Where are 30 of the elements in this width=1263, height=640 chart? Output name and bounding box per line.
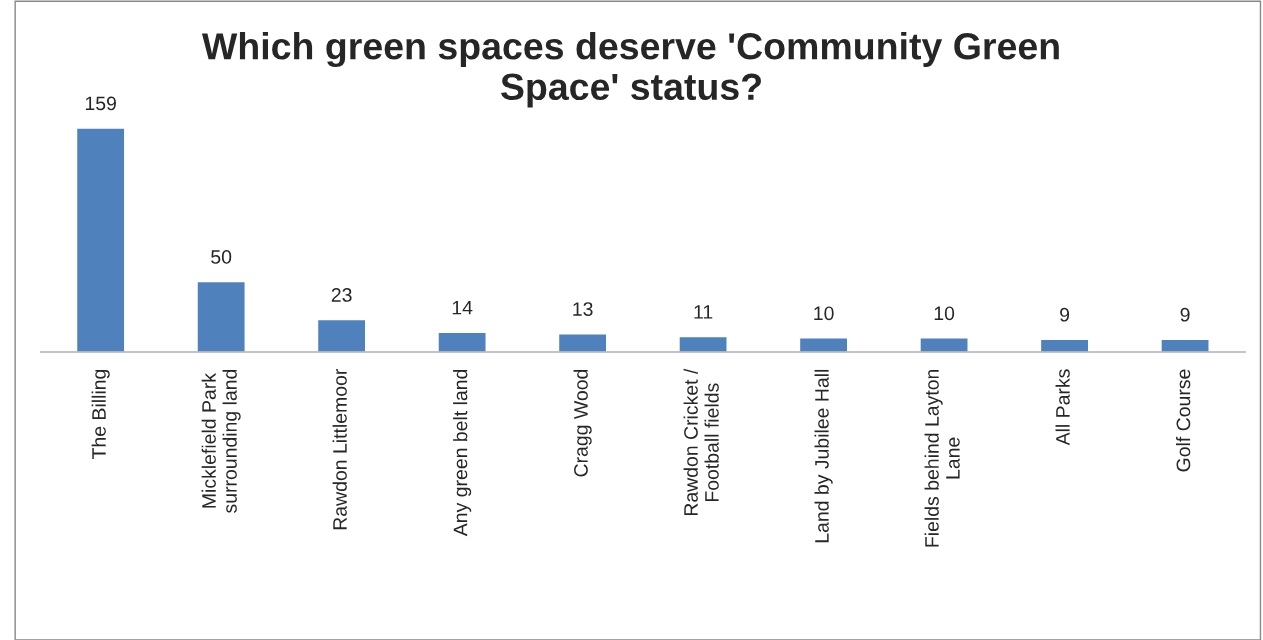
data-label: 10 bbox=[814, 306, 834, 321]
bar bbox=[919, 337, 969, 352]
chart-title: Which green spaces deserve 'Community Green Space' status? bbox=[201, 32, 1059, 108]
data-label: 23 bbox=[331, 288, 352, 302]
data-label: 159 bbox=[85, 96, 116, 111]
bar bbox=[557, 332, 608, 352]
x-tick-label: All Parks bbox=[1055, 369, 1070, 446]
bar bbox=[678, 335, 728, 352]
x-tick-label: Rawdon Littlemoor bbox=[332, 368, 347, 530]
x-tick-label: Fields behind Layton Lane bbox=[924, 369, 960, 547]
data-label: 9 bbox=[1180, 307, 1190, 322]
data-label: 50 bbox=[211, 250, 232, 264]
x-tick-label: Cragg Wood bbox=[573, 369, 592, 477]
bar bbox=[1160, 338, 1210, 352]
data-label: 9 bbox=[1060, 307, 1070, 322]
data-label: 14 bbox=[452, 300, 473, 315]
x-tick-label: Golf Course bbox=[1176, 369, 1191, 472]
x-tick-label: Rawdon Cricket / Football fields bbox=[683, 368, 719, 516]
x-tick-label: Land by Jubilee Hall bbox=[814, 369, 833, 543]
data-label: 10 bbox=[934, 306, 955, 321]
x-tick-label: Micklefield Park surrounding land bbox=[201, 369, 241, 513]
bar bbox=[316, 318, 367, 352]
data-label: 11 bbox=[694, 305, 713, 319]
data-label: 13 bbox=[573, 302, 593, 316]
bar bbox=[75, 128, 126, 352]
bar bbox=[437, 331, 487, 352]
x-tick-label: Any green belt land bbox=[453, 369, 472, 537]
x-tick-label: The Billing bbox=[91, 369, 110, 460]
bar bbox=[196, 280, 246, 352]
bar bbox=[798, 337, 849, 352]
